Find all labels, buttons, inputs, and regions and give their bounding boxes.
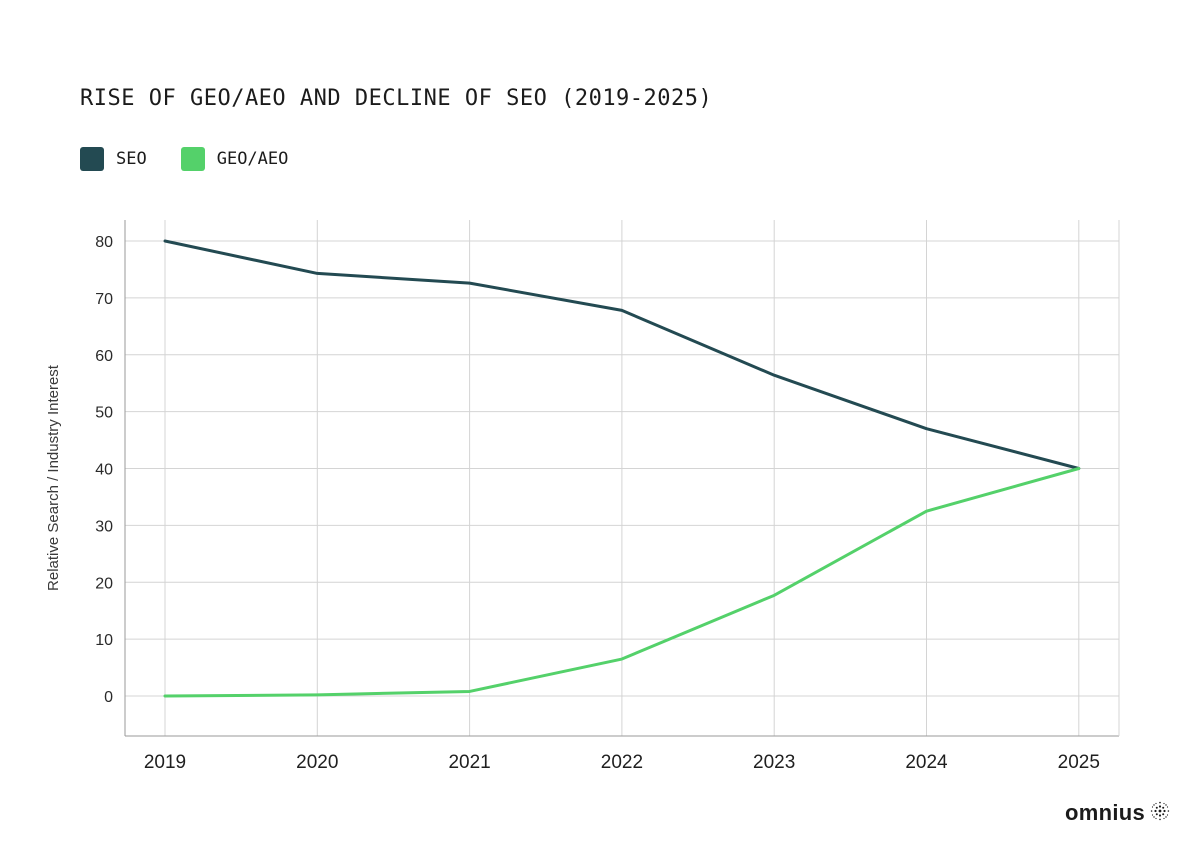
legend: SEO GEO/AEO <box>80 147 322 171</box>
legend-swatch-seo <box>80 147 104 171</box>
y-tick-label: 40 <box>95 462 113 479</box>
y-tick-label: 30 <box>95 518 113 535</box>
brand-logo: omnius <box>1065 800 1170 826</box>
y-tick-label: 80 <box>95 234 113 251</box>
y-tick-label: 50 <box>95 405 113 422</box>
y-axis-label: Relative Search / Industry Interest <box>45 364 62 591</box>
x-tick-label: 2019 <box>144 752 186 773</box>
y-tick-label: 70 <box>95 291 113 308</box>
x-tick-label: 2022 <box>601 752 643 773</box>
series-line-seo <box>163 239 1081 470</box>
y-tick-label: 10 <box>95 632 113 649</box>
x-tick-label: 2021 <box>448 752 490 773</box>
legend-item-geo-aeo: GEO/AEO <box>180 147 289 171</box>
legend-label-geo-aeo: GEO/AEO <box>216 149 289 169</box>
legend-item-seo: SEO <box>80 147 147 171</box>
series-line-geo-aeo <box>163 467 1081 698</box>
y-tick-label: 20 <box>95 575 113 592</box>
legend-label-seo: SEO <box>116 149 147 169</box>
y-tick-label: 0 <box>104 689 113 706</box>
x-tick-label: 2024 <box>905 752 948 773</box>
x-tick-label: 2023 <box>753 752 795 773</box>
dotted-sphere-icon <box>1150 801 1170 826</box>
brand-name: omnius <box>1065 800 1146 825</box>
y-tick-label: 60 <box>95 348 113 365</box>
chart-title: RISE OF GEO/AEO AND DECLINE OF SEO (2019… <box>80 86 713 111</box>
legend-swatch-geo-aeo <box>180 147 205 171</box>
x-tick-label: 2020 <box>296 752 338 773</box>
x-tick-label: 2025 <box>1058 752 1100 773</box>
